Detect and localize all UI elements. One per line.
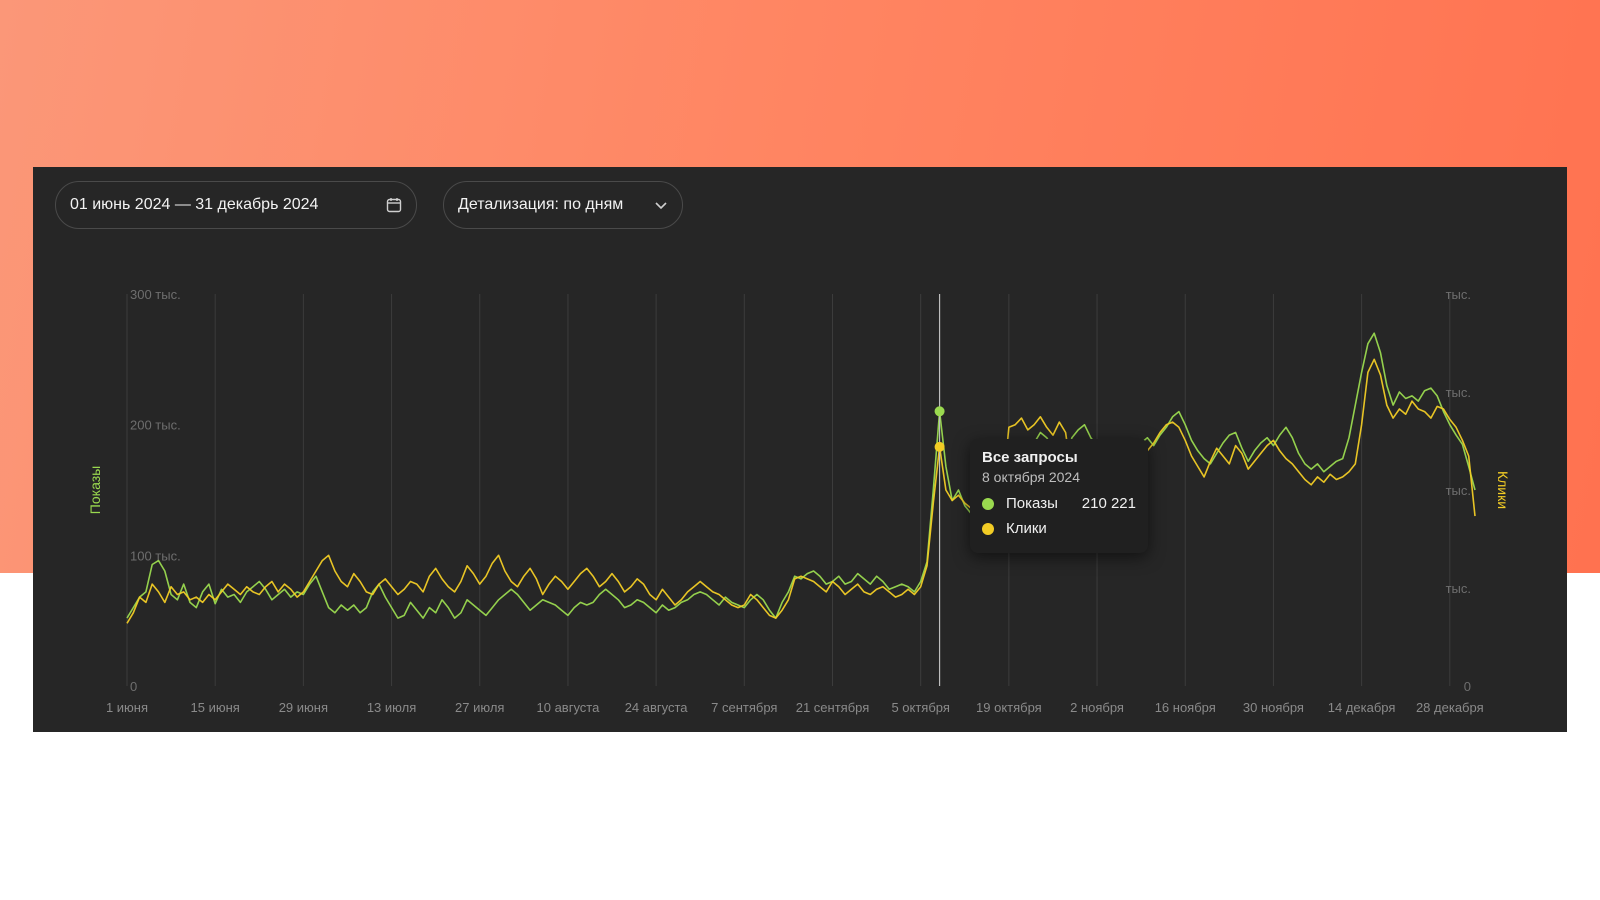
x-tick-label: 7 сентября xyxy=(711,700,777,715)
highlight-point-shows xyxy=(934,406,945,417)
x-tick-label: 10 августа xyxy=(537,700,601,715)
x-tick-label: 19 октября xyxy=(976,700,1042,715)
tooltip-shows-value: 210 221 xyxy=(1081,495,1136,512)
x-tick-label: 1 июня xyxy=(106,700,148,715)
series-clicks-line xyxy=(126,358,1476,624)
tooltip-date: 8 октября 2024 xyxy=(982,469,1080,485)
tooltip-row-shows: Показы 210 221 xyxy=(982,495,1136,512)
x-tick-label: 2 ноября xyxy=(1070,700,1124,715)
x-tick-label: 5 октября xyxy=(891,700,949,715)
detail-label: Детализация: по дням xyxy=(458,196,624,213)
calendar-icon[interactable] xyxy=(386,197,402,213)
x-tick-label: 21 сентября xyxy=(796,700,870,715)
clicks-dot xyxy=(982,522,994,535)
detail-dropdown[interactable]: Детализация: по дням xyxy=(443,181,683,229)
tooltip-shows-label: Показы xyxy=(1006,495,1058,512)
y-tick-label: 200 тыс. xyxy=(130,418,181,433)
x-tick-label: 14 декабря xyxy=(1328,700,1396,715)
highlight-point-clicks xyxy=(934,441,945,452)
y2-tick-label: тыс. xyxy=(1446,385,1471,400)
x-tick-label: 30 ноября xyxy=(1243,700,1304,715)
x-tick-label: 27 июля xyxy=(455,700,504,715)
y2-tick-label: 0 xyxy=(1464,679,1471,694)
date-range-picker[interactable]: 01 июнь 2024 — 31 декабрь 2024 xyxy=(55,181,417,229)
shows-dot xyxy=(982,497,994,510)
y2-tick-label: тыс. xyxy=(1446,483,1471,498)
x-tick-label: 15 июня xyxy=(191,700,240,715)
y2-axis-title: Клики xyxy=(1495,471,1511,509)
chart-panel: 01 июнь 2024 — 31 декабрь 2024 Детализац… xyxy=(33,167,1567,732)
y-tick-label: 0 xyxy=(130,679,137,694)
x-tick-label: 29 июня xyxy=(279,700,328,715)
y-tick-label: 300 тыс. xyxy=(130,287,181,302)
x-tick-label: 28 декабря xyxy=(1416,700,1484,715)
tooltip-title: Все запросы xyxy=(982,449,1078,466)
y-tick-label: 100 тыс. xyxy=(130,548,181,563)
x-tick-label: 13 июля xyxy=(367,700,416,715)
chevron-down-icon xyxy=(654,198,668,212)
y-axis-title: Показы xyxy=(87,466,103,514)
line-chart[interactable]: 1 июня 15 июня 29 июня 13 июля 27 июля 10 авг… xyxy=(33,167,1567,732)
x-tick-label: 24 августа xyxy=(625,700,689,715)
date-range-label: 01 июнь 2024 — 31 декабрь 2024 xyxy=(70,196,319,213)
tooltip-clicks-label: Клики xyxy=(1006,520,1047,537)
chart-tooltip: Все запросы 8 октября 2024 Показы 210 22… xyxy=(970,439,1148,553)
y2-tick-label: тыс. xyxy=(1446,581,1471,596)
x-tick-label: 16 ноября xyxy=(1155,700,1216,715)
tooltip-row-clicks: Клики xyxy=(982,520,1136,537)
series-shows-line xyxy=(126,332,1476,619)
y2-tick-label: тыс. xyxy=(1446,287,1471,302)
